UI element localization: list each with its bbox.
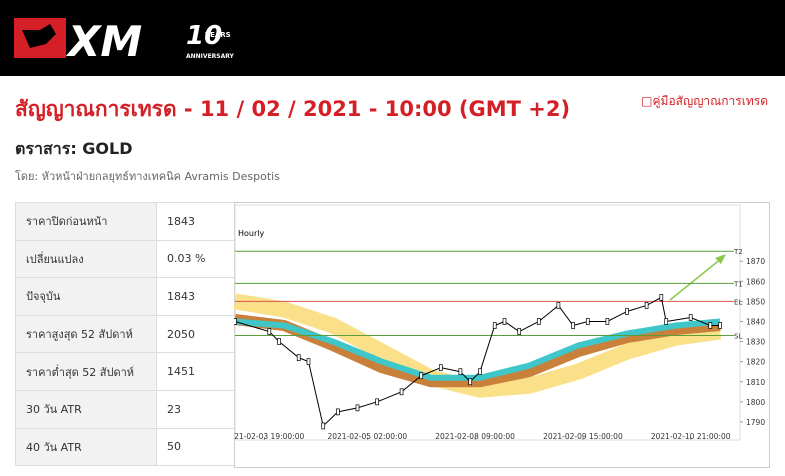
x-tick-label: 2021-02-10 21:00:00 xyxy=(651,432,731,441)
cell-value: 1843 xyxy=(156,202,235,241)
price-point xyxy=(536,318,541,325)
y-tick-label: 1810 xyxy=(746,378,765,387)
price-point xyxy=(375,398,379,406)
table-row: ปัจจุบัน 1843 xyxy=(15,277,235,316)
cell-label: 40 วัน ATR xyxy=(15,427,157,467)
price-point xyxy=(355,404,360,412)
price-point xyxy=(644,302,649,309)
cell-value: 2050 xyxy=(156,314,235,354)
price-point xyxy=(571,322,575,329)
price-point xyxy=(688,314,693,321)
price-point xyxy=(502,318,507,325)
level-label: SL xyxy=(734,333,742,341)
price-point xyxy=(458,368,463,376)
price-point xyxy=(517,328,522,335)
price-point xyxy=(659,294,664,301)
target-arrow xyxy=(669,257,723,301)
table-row: ราคาต่ำสุด 52 สัปดาห์ 1451 xyxy=(15,352,235,391)
table-row: เปลี่ยนแปลง 0.03 % xyxy=(15,239,235,279)
level-label: EL xyxy=(734,298,742,306)
x-tick-label: 2021-02-05 02:00:00 xyxy=(327,432,407,441)
logo-text: XM xyxy=(65,17,142,66)
price-point xyxy=(399,388,404,396)
chart: Hourly 1790 1800 1810 1820 1830 1840 1850 1860 1… xyxy=(234,202,770,468)
price-point xyxy=(605,318,610,325)
moving-average-band xyxy=(234,318,721,381)
logo: XM 10 YEARS ANNIVERSARY xyxy=(14,17,235,66)
price-point xyxy=(336,408,340,416)
price-point xyxy=(718,322,722,329)
instrument: ตราสาร: GOLD xyxy=(15,139,133,158)
y-tick-label: 1850 xyxy=(746,297,765,306)
price-point xyxy=(468,378,473,386)
y-tick-label: 1860 xyxy=(746,277,765,286)
price-point xyxy=(492,322,497,329)
level-label: T1 xyxy=(733,280,743,288)
table-row: ราคาสูงสุด 52 สัปดาห์ 2050 xyxy=(15,314,235,354)
guide-link-text[interactable]: คู่มือสัญญาณการเทรด xyxy=(652,94,769,108)
logo-bull xyxy=(22,24,56,48)
table-row: 30 วัน ATR 23 xyxy=(15,389,235,429)
price-point xyxy=(234,318,237,325)
guide-link[interactable]: □คู่มือสัญญาณการเทรด xyxy=(641,92,768,111)
header: XM 10 YEARS ANNIVERSARY xyxy=(0,0,785,76)
cell-value: 1451 xyxy=(156,352,235,391)
price-point xyxy=(478,368,482,376)
price-point xyxy=(708,322,713,329)
cell-label: ราคาสูงสุด 52 สัปดาห์ xyxy=(15,314,157,354)
y-tick-label: 1790 xyxy=(746,418,765,427)
cell-label: เปลี่ยนแปลง xyxy=(15,239,157,279)
logo-years: YEARS xyxy=(204,31,231,39)
chart-title: Hourly xyxy=(238,229,264,238)
pdf-icon: □ xyxy=(641,94,653,108)
x-tick-label: 2021-02-03 19:00:00 xyxy=(234,432,304,441)
cell-value: 1843 xyxy=(156,277,235,316)
cell-value: 50 xyxy=(156,427,235,467)
y-tick-label: 1870 xyxy=(746,257,765,266)
price-point xyxy=(438,364,443,372)
cell-label: 30 วัน ATR xyxy=(15,389,157,429)
price-point xyxy=(664,318,669,325)
level-label: T2 xyxy=(733,248,743,256)
author: โดย: หัวหน้าฝ่ายกลยุทธ์ทางเทคนิค Avramis… xyxy=(15,170,280,183)
x-tick-label: 2021-02-09 15:00:00 xyxy=(543,432,623,441)
price-point xyxy=(585,318,590,325)
price-point xyxy=(267,328,272,335)
price-point xyxy=(306,358,311,366)
price-point xyxy=(625,308,629,315)
x-tick-label: 2021-02-08 09:00:00 xyxy=(435,432,515,441)
table-row: 40 วัน ATR 50 xyxy=(15,427,235,467)
cell-value: 0.03 % xyxy=(156,239,235,279)
y-tick-label: 1800 xyxy=(746,398,765,407)
cell-label: ราคาปิดก่อนหน้า xyxy=(15,202,157,241)
cell-label: ราคาต่ำสุด 52 สัปดาห์ xyxy=(15,352,157,391)
logo-years-number: 10 xyxy=(186,21,222,51)
cell-label: ปัจจุบัน xyxy=(15,277,157,316)
target-arrow-head xyxy=(715,254,726,264)
price-line xyxy=(234,296,721,427)
price-point xyxy=(277,338,281,345)
y-tick-label: 1830 xyxy=(746,338,765,347)
logo-anniversary: ANNIVERSARY xyxy=(186,53,235,60)
cell-value: 23 xyxy=(156,389,235,429)
moving-average-band xyxy=(234,293,722,398)
price-point xyxy=(321,422,326,430)
price-point xyxy=(556,302,561,309)
y-tick-label: 1820 xyxy=(746,358,765,367)
info-table: ราคาปิดก่อนหน้า 1843 เปลี่ยนแปลง 0.03 % ปัจจ… xyxy=(15,202,235,467)
price-point xyxy=(296,354,301,361)
page-title: สัญญาณการเทรด - 11 / 02 / 2021 - 10:00 (… xyxy=(15,97,571,121)
price-point xyxy=(419,372,424,380)
table-row: ราคาปิดก่อนหน้า 1843 xyxy=(15,202,235,241)
y-tick-label: 1840 xyxy=(746,317,765,326)
